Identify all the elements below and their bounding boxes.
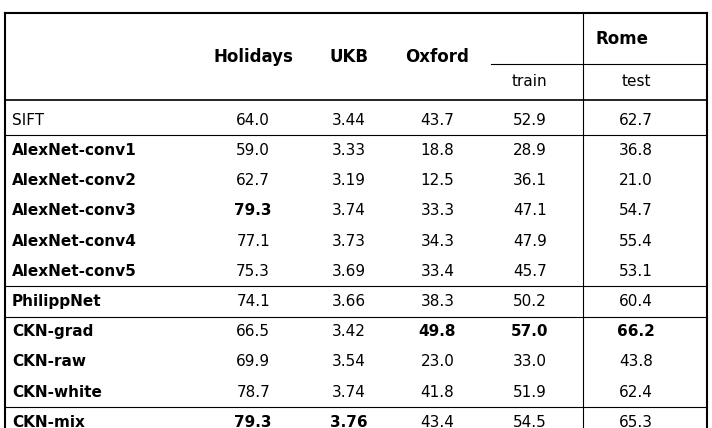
Text: 62.7: 62.7 xyxy=(236,173,270,188)
Text: 75.3: 75.3 xyxy=(236,264,270,279)
Text: AlexNet-conv2: AlexNet-conv2 xyxy=(12,173,137,188)
Text: 38.3: 38.3 xyxy=(421,294,454,309)
Text: 54.5: 54.5 xyxy=(513,415,547,428)
Text: 41.8: 41.8 xyxy=(421,385,454,400)
Text: 79.3: 79.3 xyxy=(234,415,272,428)
Text: 3.54: 3.54 xyxy=(332,354,366,369)
Text: AlexNet-conv1: AlexNet-conv1 xyxy=(12,143,137,158)
Text: 65.3: 65.3 xyxy=(619,415,653,428)
Text: 49.8: 49.8 xyxy=(419,324,456,339)
Text: 62.7: 62.7 xyxy=(619,113,653,128)
Text: 23.0: 23.0 xyxy=(421,354,454,369)
Text: Oxford: Oxford xyxy=(406,48,469,66)
Text: 66.5: 66.5 xyxy=(236,324,270,339)
Text: 36.8: 36.8 xyxy=(619,143,653,158)
Text: AlexNet-conv5: AlexNet-conv5 xyxy=(12,264,137,279)
Text: 3.74: 3.74 xyxy=(332,203,366,218)
Text: 43.4: 43.4 xyxy=(421,415,454,428)
Text: 57.0: 57.0 xyxy=(511,324,548,339)
Text: 36.1: 36.1 xyxy=(513,173,547,188)
Text: 45.7: 45.7 xyxy=(513,264,547,279)
Text: 3.76: 3.76 xyxy=(330,415,367,428)
Text: 43.8: 43.8 xyxy=(619,354,653,369)
Text: 74.1: 74.1 xyxy=(236,294,270,309)
Text: 60.4: 60.4 xyxy=(619,294,653,309)
Text: 62.4: 62.4 xyxy=(619,385,653,400)
Text: 18.8: 18.8 xyxy=(421,143,454,158)
Text: 33.0: 33.0 xyxy=(513,354,547,369)
Text: 43.7: 43.7 xyxy=(421,113,454,128)
Text: 3.69: 3.69 xyxy=(332,264,366,279)
Text: 53.1: 53.1 xyxy=(619,264,653,279)
Text: CKN-white: CKN-white xyxy=(12,385,102,400)
Text: train: train xyxy=(512,74,548,89)
Text: 3.42: 3.42 xyxy=(332,324,366,339)
Text: 59.0: 59.0 xyxy=(236,143,270,158)
Text: 21.0: 21.0 xyxy=(619,173,653,188)
Text: 78.7: 78.7 xyxy=(236,385,270,400)
Text: 3.44: 3.44 xyxy=(332,113,366,128)
Text: 12.5: 12.5 xyxy=(421,173,454,188)
Text: AlexNet-conv3: AlexNet-conv3 xyxy=(12,203,137,218)
Text: Rome: Rome xyxy=(595,30,649,48)
Text: 64.0: 64.0 xyxy=(236,113,270,128)
Text: 79.3: 79.3 xyxy=(234,203,272,218)
Text: 3.74: 3.74 xyxy=(332,385,366,400)
Text: PhilippNet: PhilippNet xyxy=(12,294,102,309)
Text: AlexNet-conv4: AlexNet-conv4 xyxy=(12,234,137,249)
Text: 51.9: 51.9 xyxy=(513,385,547,400)
Text: Holidays: Holidays xyxy=(213,48,293,66)
Text: 3.73: 3.73 xyxy=(332,234,366,249)
Text: CKN-raw: CKN-raw xyxy=(12,354,86,369)
Text: 33.4: 33.4 xyxy=(421,264,454,279)
Text: 3.66: 3.66 xyxy=(332,294,366,309)
Text: 69.9: 69.9 xyxy=(236,354,271,369)
Text: 33.3: 33.3 xyxy=(421,203,455,218)
Text: 77.1: 77.1 xyxy=(236,234,270,249)
Text: UKB: UKB xyxy=(330,48,368,66)
Text: 34.3: 34.3 xyxy=(421,234,454,249)
Text: 47.1: 47.1 xyxy=(513,203,547,218)
Text: 3.33: 3.33 xyxy=(332,143,366,158)
Text: 55.4: 55.4 xyxy=(619,234,653,249)
Text: 50.2: 50.2 xyxy=(513,294,547,309)
Text: 3.19: 3.19 xyxy=(332,173,366,188)
Text: 66.2: 66.2 xyxy=(617,324,655,339)
Text: 47.9: 47.9 xyxy=(513,234,547,249)
Text: 28.9: 28.9 xyxy=(513,143,547,158)
Text: 54.7: 54.7 xyxy=(619,203,653,218)
Text: CKN-grad: CKN-grad xyxy=(12,324,93,339)
Text: CKN-mix: CKN-mix xyxy=(12,415,85,428)
Text: test: test xyxy=(622,74,651,89)
Text: SIFT: SIFT xyxy=(12,113,44,128)
Text: 52.9: 52.9 xyxy=(513,113,547,128)
